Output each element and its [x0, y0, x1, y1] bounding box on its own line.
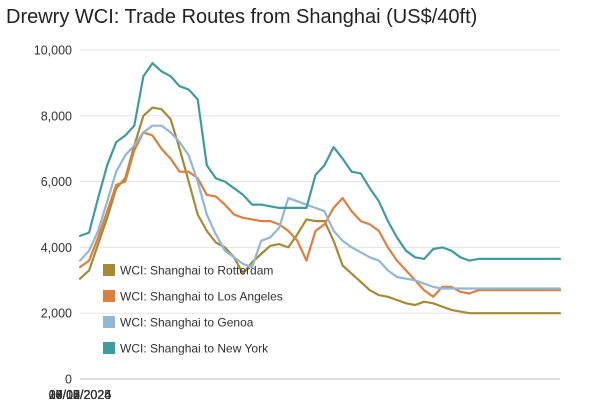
- legend-swatch: [103, 264, 115, 276]
- y-tick-label: 0: [65, 373, 72, 387]
- x-tick-label: 19/02/2025: [49, 388, 112, 402]
- y-tick-label: 8,000: [41, 109, 72, 123]
- y-axis-ticks: 0 2,000 4,000 6,000 8,000 10,000: [34, 44, 72, 387]
- x-tick-label: 03/07/2024: [49, 388, 112, 402]
- legend-label: WCI: Shanghai to New York: [120, 342, 269, 356]
- series-line: [78, 106, 562, 315]
- series-line: [78, 131, 562, 298]
- y-tick-label: 6,000: [41, 175, 72, 189]
- x-tick-label: 27/10/2024: [49, 388, 112, 402]
- y-tick-label: 2,000: [41, 307, 72, 321]
- y-tick-label: 4,000: [41, 241, 72, 255]
- series-line: [78, 124, 562, 290]
- legend: WCI: Shanghai to Rotterdam WCI: Shanghai …: [103, 264, 283, 356]
- legend-swatch: [103, 342, 115, 354]
- legend-swatch: [103, 316, 115, 328]
- chart-title: Drewry WCI: Trade Routes from Shanghai (…: [6, 6, 478, 28]
- y-tick-label: 10,000: [34, 44, 72, 58]
- grid-lines: [80, 49, 560, 380]
- series-lines: [78, 62, 562, 315]
- x-tick-label: 24/12/2024: [49, 388, 112, 402]
- x-tick-label: 06/05/2024: [49, 388, 112, 402]
- legend-label: WCI: Shanghai to Los Angeles: [120, 290, 283, 304]
- legend-label: WCI: Shanghai to Genoa: [120, 316, 254, 330]
- legend-label: WCI: Shanghai to Rotterdam: [120, 264, 273, 278]
- x-tick-label: 30/08/2024: [49, 388, 112, 402]
- x-axis-ticks: 06/05/202403/07/202430/08/202427/10/2024…: [49, 388, 112, 402]
- legend-swatch: [103, 290, 115, 302]
- x-tick-label: 18/04/2025: [49, 388, 112, 402]
- series-line: [78, 62, 562, 262]
